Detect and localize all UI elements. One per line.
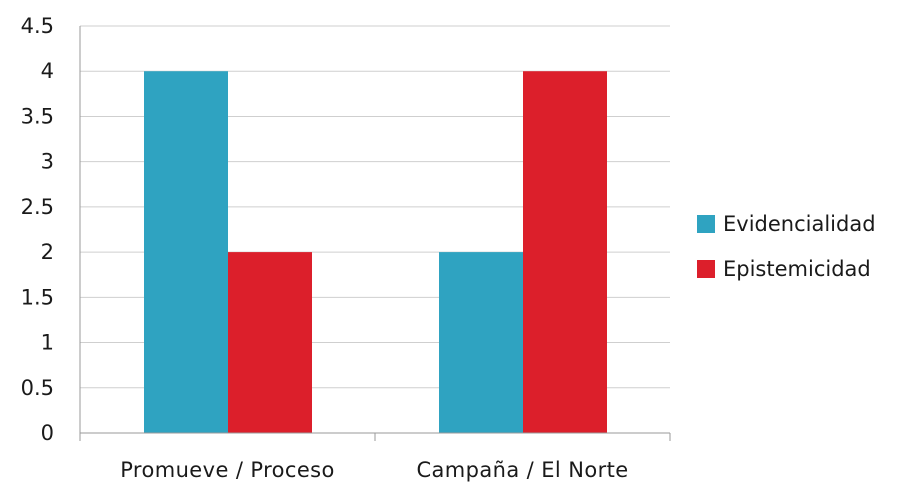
y-tick-labels: 0 0.5 1 1.5 2 2.5 3 3.5 4 4.5 <box>21 14 54 445</box>
bar-epistemicidad-2 <box>523 71 607 433</box>
bar-evidencialidad-2 <box>439 252 523 433</box>
legend-label-epistemicidad: Epistemicidad <box>723 257 871 281</box>
legend-swatch-evidencialidad <box>697 215 715 233</box>
axes <box>79 26 671 441</box>
x-category-label: Promueve / Proceso <box>120 458 335 482</box>
y-tick-label: 2 <box>41 240 54 264</box>
y-tick-label: 0.5 <box>21 376 54 400</box>
x-category-label: Campaña / El Norte <box>416 458 628 482</box>
x-category-labels: Promueve / Proceso Campaña / El Norte <box>120 458 628 482</box>
y-tick-label: 3 <box>41 150 54 174</box>
y-tick-label: 3.5 <box>21 104 54 128</box>
bar-epistemicidad-1 <box>228 252 312 433</box>
y-tick-label: 0 <box>41 421 54 445</box>
y-tick-label: 4 <box>41 59 54 83</box>
y-tick-label: 2.5 <box>21 195 54 219</box>
bars <box>144 71 607 433</box>
y-tick-label: 1.5 <box>21 285 54 309</box>
legend: Evidencialidad Epistemicidad <box>697 212 876 281</box>
y-tick-label: 4.5 <box>21 14 54 38</box>
legend-label-evidencialidad: Evidencialidad <box>723 212 876 236</box>
legend-swatch-epistemicidad <box>697 260 715 278</box>
bar-evidencialidad-1 <box>144 71 228 433</box>
y-tick-label: 1 <box>41 331 54 355</box>
